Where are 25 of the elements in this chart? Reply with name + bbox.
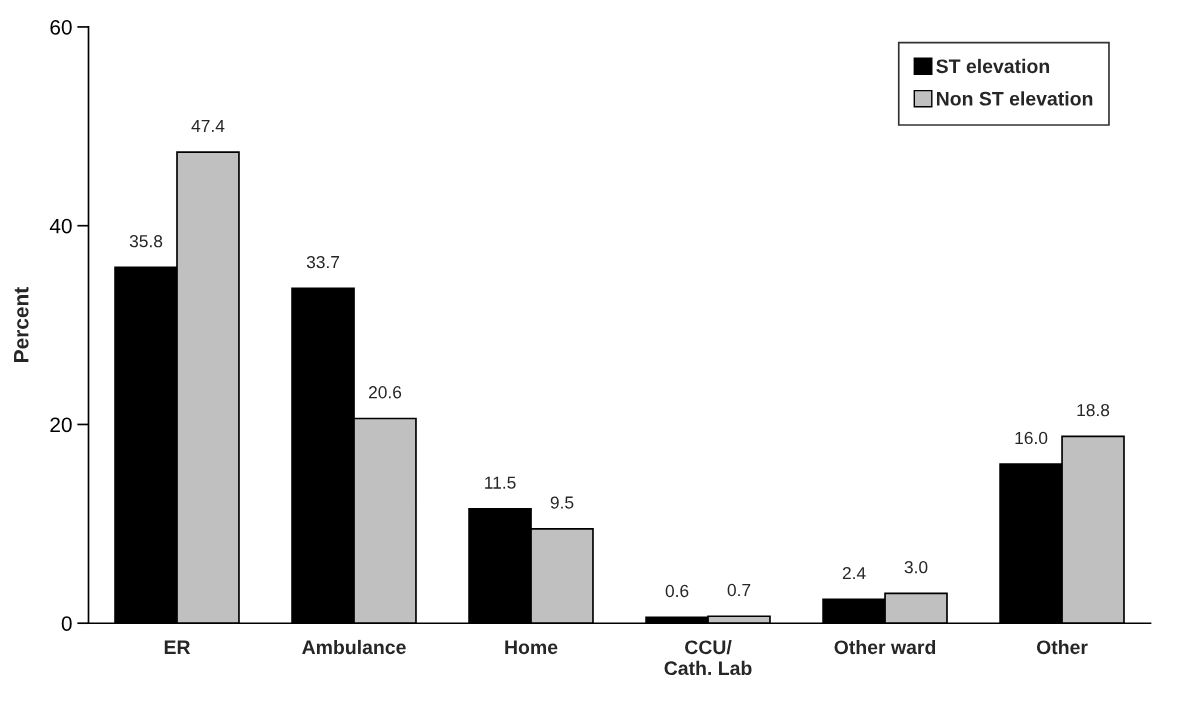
y-tick-label: 40	[49, 218, 72, 234]
data-label: 18.8	[1077, 403, 1110, 417]
y-axis-title: Percent	[14, 287, 29, 362]
data-label: 47.4	[191, 119, 225, 132]
x-tick-label: Home	[505, 640, 558, 655]
data-label: 11.5	[485, 476, 516, 489]
x-tick-label: CCU/ Cath. Lab	[664, 639, 752, 676]
data-label: 20.6	[368, 386, 402, 399]
y-tick-label: 0	[61, 616, 72, 631]
data-label: 35.8	[129, 235, 163, 248]
data-label: 0.6	[665, 584, 689, 598]
legend-label: Non ST elevation	[936, 91, 1093, 106]
data-label: 3.0	[904, 561, 928, 574]
data-label: 9.5	[550, 496, 574, 509]
x-tick-label: ER	[164, 640, 191, 654]
y-tick-label: 60	[50, 19, 72, 35]
x-tick-label: Ambulance	[302, 639, 406, 655]
data-label: 0.7	[727, 583, 751, 597]
data-label: 33.7	[306, 255, 340, 269]
data-label: 16.0	[1015, 431, 1048, 445]
legend-label: ST elevation	[936, 58, 1050, 74]
data-label: 2.4	[842, 566, 866, 580]
x-tick-label: Other ward	[834, 639, 936, 655]
y-tick-label: 20	[50, 417, 72, 433]
x-tick-label: Other	[1036, 639, 1088, 655]
